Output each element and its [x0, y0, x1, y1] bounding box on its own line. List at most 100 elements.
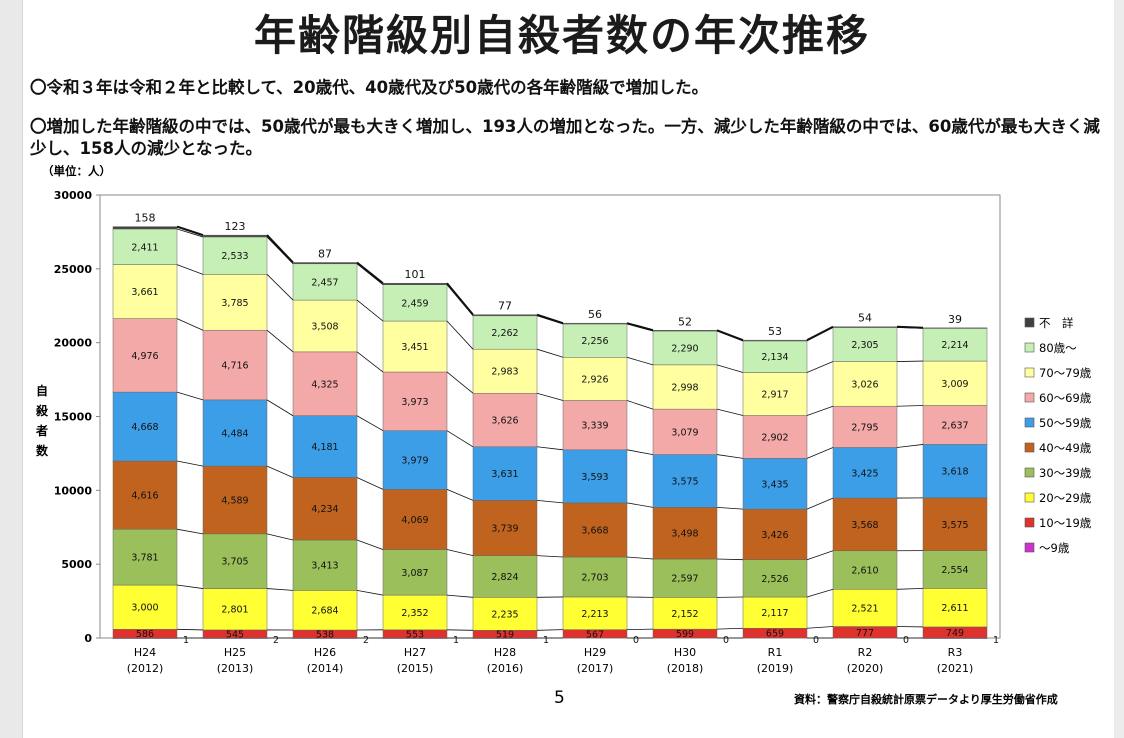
- connector-line-30: [176, 528, 204, 535]
- connector-line-60: [806, 405, 834, 416]
- connector-line-60: [266, 329, 294, 353]
- data-label-80: 2,262: [491, 328, 518, 339]
- data-label-50: 3,618: [941, 467, 968, 478]
- bar-segment-60: [832, 405, 898, 448]
- bar-segment-50: [382, 430, 448, 490]
- data-label-80: 2,305: [851, 340, 878, 351]
- bar-segment-50: [472, 446, 538, 501]
- data-label-80: 2,459: [401, 298, 428, 309]
- y-axis-label-char: 自: [36, 383, 48, 398]
- legend-label-60: 60～69歳: [1039, 391, 1092, 405]
- x-tick-sublabel: (2015): [397, 662, 434, 675]
- data-label-30: 3,087: [401, 568, 428, 579]
- connector-line-50: [806, 447, 834, 459]
- data-label-60: 3,079: [671, 427, 698, 438]
- bar-segment-30: [742, 559, 808, 598]
- data-label-10: 749: [946, 628, 964, 639]
- data-label-unknown: 52: [678, 315, 692, 328]
- page-number: 5: [554, 688, 565, 708]
- bar-segment-unknown: [382, 282, 448, 285]
- data-label-80: 2,290: [671, 343, 698, 354]
- connector-line-60: [716, 408, 744, 416]
- data-label-80: 2,134: [761, 352, 788, 363]
- legend-label-30: 30～39歳: [1039, 466, 1092, 480]
- data-label-60: 2,902: [761, 432, 788, 443]
- bar-segment-20: [922, 588, 988, 628]
- bar-segment-40: [472, 500, 538, 556]
- legend-swatch-unknown: [1024, 317, 1035, 328]
- x-tick-sublabel: (2018): [667, 662, 704, 675]
- legend-swatch-20: [1024, 492, 1035, 503]
- data-label-30: 3,781: [131, 553, 158, 564]
- bar-segment-unknown: [202, 234, 268, 238]
- bar-segment-40: [382, 489, 448, 550]
- data-label-20: 2,521: [851, 603, 878, 614]
- connector-line-50: [356, 415, 384, 432]
- bar-segment-50: [742, 458, 808, 510]
- data-label-80: 2,533: [221, 251, 248, 262]
- x-tick-label: H24: [134, 646, 156, 659]
- bar-segment-unknown: [742, 339, 808, 342]
- connector-line-40: [266, 465, 294, 478]
- bar-segment-20: [742, 596, 808, 629]
- data-label-unknown: 77: [498, 300, 512, 313]
- data-label-40: 3,575: [941, 520, 968, 531]
- connector-line-20: [446, 594, 474, 598]
- bar-segment-70: [922, 360, 988, 406]
- data-label-10: 599: [676, 629, 694, 640]
- bar-segment-50: [652, 454, 718, 508]
- connector-line-10: [536, 629, 564, 631]
- bar-segment-30: [922, 550, 988, 589]
- data-label-9: 1: [183, 635, 189, 646]
- data-label-40: 4,616: [131, 491, 158, 502]
- data-label-50: 4,484: [221, 428, 248, 439]
- y-tick-label: 25000: [54, 263, 93, 276]
- data-label-40: 3,568: [851, 520, 878, 531]
- data-label-9: 0: [903, 635, 909, 646]
- bar-segment-unknown: [472, 314, 538, 317]
- connector-line-50: [716, 454, 744, 459]
- bar-segment-30: [202, 533, 268, 589]
- data-label-unknown: 123: [225, 220, 246, 233]
- bar-segment-40: [292, 477, 358, 541]
- connector-line-unknown: [626, 322, 654, 332]
- connector-line-70: [446, 320, 474, 350]
- x-tick-label: H28: [494, 646, 516, 659]
- connector-line-50: [176, 391, 204, 401]
- bar-segment-30: [382, 549, 448, 596]
- connector-line-10: [716, 627, 744, 630]
- data-label-20: 2,684: [311, 606, 338, 617]
- right-window-edge: [1114, 0, 1124, 738]
- data-label-60: 4,325: [311, 379, 338, 390]
- data-label-70: 3,785: [221, 298, 248, 309]
- connector-line-50: [266, 399, 294, 417]
- x-tick-sublabel: (2016): [487, 662, 524, 675]
- y-axis-label-char: 者: [35, 423, 48, 438]
- bar-segment-20: [832, 589, 898, 627]
- data-label-9: 1: [993, 635, 999, 646]
- data-label-30: 3,705: [221, 557, 248, 568]
- x-tick-label: H26: [314, 646, 336, 659]
- connector-line-70: [266, 274, 294, 301]
- y-tick-label: 30000: [54, 189, 93, 202]
- data-label-9: 1: [543, 635, 549, 646]
- bar-segment-60: [292, 351, 358, 416]
- legend-swatch-80: [1024, 342, 1035, 353]
- data-label-60: 4,976: [131, 351, 158, 362]
- connector-line-80: [356, 263, 384, 286]
- connector-line-80: [176, 228, 204, 238]
- bar-segment-60: [382, 371, 448, 431]
- x-tick-sublabel: (2020): [847, 662, 884, 675]
- data-label-30: 2,824: [491, 572, 518, 583]
- x-tick-sublabel: (2012): [127, 662, 164, 675]
- connector-line-40: [626, 502, 654, 508]
- connector-line-60: [356, 351, 384, 373]
- x-tick-label: H30: [674, 646, 696, 659]
- data-label-10: 553: [406, 629, 424, 640]
- bar-segment-50: [922, 444, 988, 499]
- y-tick-label: 5000: [61, 558, 92, 571]
- data-label-20: 2,801: [221, 605, 248, 616]
- connector-line-unknown: [716, 329, 744, 342]
- data-label-70: 3,661: [131, 287, 158, 298]
